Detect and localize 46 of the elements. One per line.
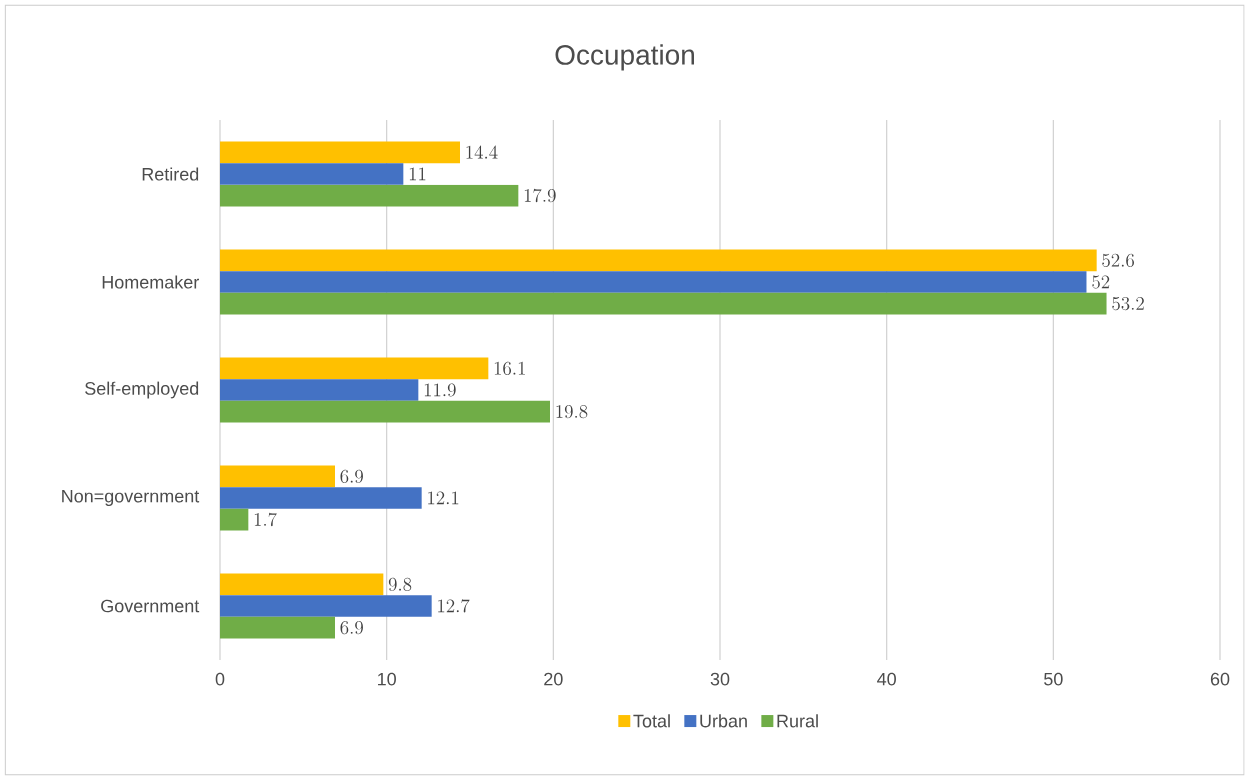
data-label: 53.2: [1112, 297, 1144, 311]
y-tick-label: Retired: [142, 167, 199, 181]
y-tick-label: Self-employed: [85, 381, 199, 399]
bar: [220, 357, 489, 380]
legend-label: Rural: [777, 714, 818, 728]
bar: [220, 595, 432, 617]
data-label: 11 .9: [424, 383, 456, 397]
bar: [220, 184, 519, 207]
bar: [220, 573, 384, 596]
data-label: 16. 1: [494, 361, 525, 375]
bar: [220, 465, 335, 488]
bar: [220, 487, 422, 509]
bar: [220, 163, 404, 185]
x-tick-label: 50: [1044, 672, 1063, 686]
data-label: 17.9: [524, 188, 556, 203]
data-label: 12. 1: [428, 491, 459, 505]
data-label: 14.4: [466, 145, 498, 159]
legend-label: Urban: [700, 714, 747, 728]
x-tick-label: 40: [877, 672, 896, 686]
data-label: 52: [1092, 275, 1110, 289]
bar: [220, 379, 419, 401]
data-label: 11: [409, 167, 426, 181]
bar: [220, 616, 335, 639]
x-tick-label: 10: [378, 672, 396, 686]
data-label: 6.9: [340, 469, 363, 483]
data-label: 6.9: [340, 621, 363, 635]
bar: [220, 271, 1087, 293]
data-label: 12.7: [438, 599, 470, 613]
bar: [220, 249, 1097, 272]
data-label: 52.6: [1102, 253, 1134, 267]
bar: [220, 400, 550, 423]
x-tick-label: 0: [215, 672, 225, 686]
bar: [220, 508, 249, 531]
x-tick-label: 20: [544, 672, 563, 686]
chart-title: Occupation: [555, 44, 694, 71]
x-tick-label: 30: [710, 672, 730, 686]
bar: [220, 141, 460, 164]
y-tick-label: Homemaker: [102, 275, 199, 289]
y-tick-label: Non=government: [62, 489, 200, 507]
data-label: 9.8: [388, 577, 412, 591]
bar: [220, 292, 1107, 315]
y-tick-label: Government: [101, 599, 200, 613]
legend-label: Total: [633, 714, 670, 728]
x-tick-label: 60: [1210, 672, 1230, 686]
data-label: 19.8: [556, 405, 588, 419]
data-label: 1 .7: [254, 512, 277, 527]
